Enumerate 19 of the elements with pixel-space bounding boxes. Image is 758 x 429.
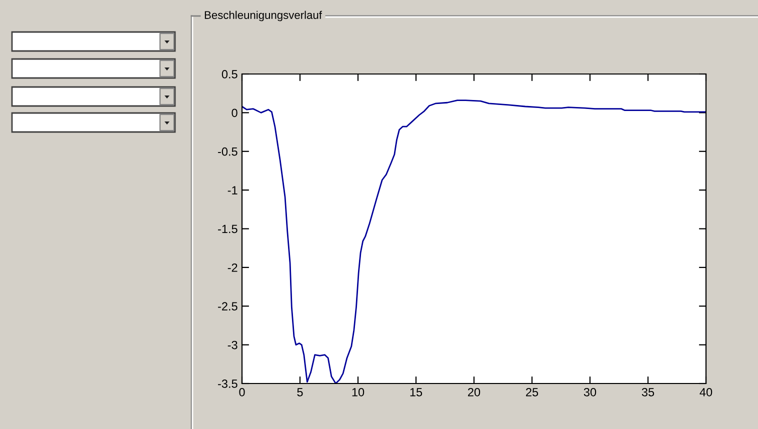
x-tick-label: 5 (297, 388, 303, 396)
chart-title: Beschleunigungsverlauf (204, 10, 322, 22)
x-tick-label: 25 (526, 388, 538, 396)
y-tick-label: -2.5 (218, 302, 238, 311)
y-tick-label: 0 (232, 108, 238, 118)
x-tick-label: 30 (584, 388, 596, 396)
x-tick-label: 35 (642, 388, 654, 396)
y-tick-label: -3.5 (218, 380, 238, 388)
y-tick-label: -0.5 (218, 147, 238, 156)
x-tick-label: 0 (239, 388, 245, 396)
y-tick-label: 0.5 (222, 70, 238, 78)
x-tick-label: 20 (468, 388, 480, 396)
y-tick-label: -1.5 (218, 224, 238, 234)
y-tick-label: -3 (228, 340, 238, 350)
x-tick-label: 10 (352, 388, 364, 396)
y-tick-label: -1 (228, 186, 238, 194)
y-tick-label: -2 (228, 263, 238, 272)
x-tick-label: 15 (410, 388, 422, 396)
x-tick-label: 40 (700, 388, 712, 396)
